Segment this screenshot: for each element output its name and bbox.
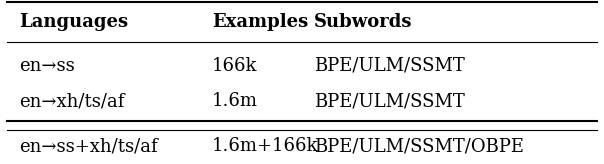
Text: en→ss+xh/ts/af: en→ss+xh/ts/af xyxy=(19,137,158,155)
Text: 1.6m+166k: 1.6m+166k xyxy=(212,137,318,155)
Text: Examples: Examples xyxy=(212,13,308,31)
Text: en→ss: en→ss xyxy=(19,57,75,75)
Text: BPE/ULM/SSMT/OBPE: BPE/ULM/SSMT/OBPE xyxy=(314,137,524,155)
Text: BPE/ULM/SSMT: BPE/ULM/SSMT xyxy=(314,57,464,75)
Text: Languages: Languages xyxy=(19,13,129,31)
Text: 166k: 166k xyxy=(212,57,257,75)
Text: en→xh/ts/af: en→xh/ts/af xyxy=(19,92,125,110)
Text: Subwords: Subwords xyxy=(314,13,413,31)
Text: 1.6m: 1.6m xyxy=(212,92,258,110)
Text: BPE/ULM/SSMT: BPE/ULM/SSMT xyxy=(314,92,464,110)
